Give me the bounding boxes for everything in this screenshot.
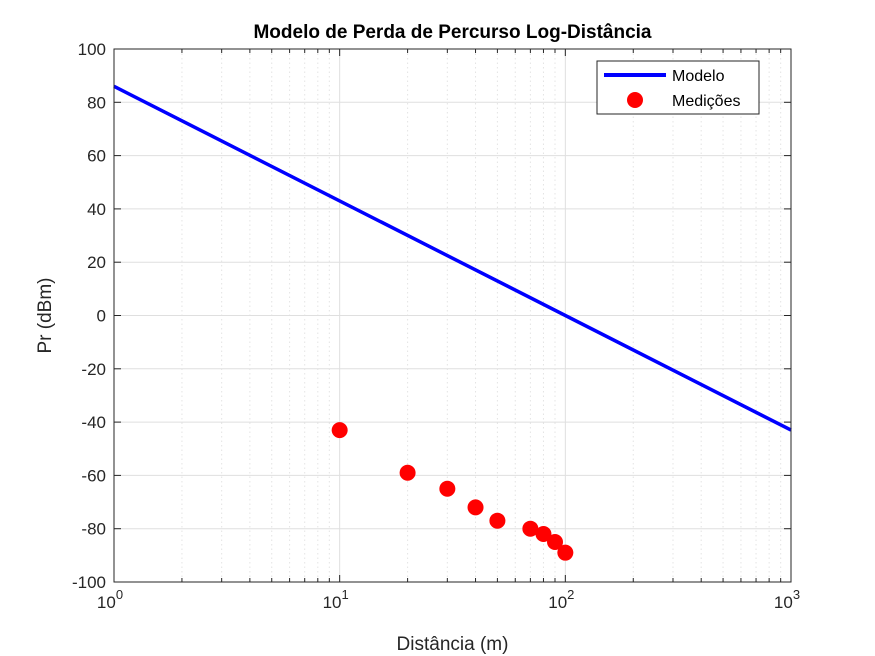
x-tick-label: 100 <box>97 587 123 612</box>
legend-label-modelo: Modelo <box>672 68 725 85</box>
data-point-medicoes <box>439 480 456 497</box>
y-tick-label: 100 <box>78 40 106 59</box>
y-tick-label: -100 <box>72 573 106 592</box>
y-tick-label: 40 <box>87 200 106 219</box>
y-tick-label: 20 <box>87 253 106 272</box>
y-tick-label: -40 <box>81 413 106 432</box>
y-tick-label: -60 <box>81 466 106 485</box>
x-tick-label: 103 <box>774 587 800 612</box>
x-tick-label: 101 <box>323 587 349 612</box>
y-tick-label: 80 <box>87 93 106 112</box>
data-point-medicoes <box>547 534 564 551</box>
data-point-medicoes <box>331 422 348 439</box>
data-point-medicoes <box>535 526 552 543</box>
y-axis-label: Pr (dBm) <box>35 278 56 354</box>
data-point-medicoes <box>399 464 416 481</box>
legend-marker-medicoes <box>627 92 643 108</box>
data-point-medicoes <box>522 520 539 537</box>
series-line-modelo <box>113 84 792 432</box>
data-point-medicoes <box>467 499 484 516</box>
grid <box>114 49 791 582</box>
data-point-medicoes <box>489 512 506 529</box>
axis-ticks: 100 101 102 103 -100 -80 -60 -40 -20 0 20 40 60 80 100 <box>72 40 800 612</box>
y-tick-label: 60 <box>87 147 106 166</box>
legend-box <box>596 60 760 115</box>
legend: Modelo Medições <box>596 60 760 115</box>
series-layer <box>113 84 792 561</box>
legend-label-medicoes: Medições <box>672 93 740 110</box>
data-point-medicoes <box>557 544 574 561</box>
y-tick-label: -80 <box>81 520 106 539</box>
chart-title: Modelo de Perda de Percurso Log-Distânci… <box>253 22 651 43</box>
y-tick-label: -20 <box>81 360 106 379</box>
x-axis-label: Distância (m) <box>397 634 509 655</box>
y-tick-label: 0 <box>97 307 106 326</box>
x-tick-label: 102 <box>548 587 574 612</box>
